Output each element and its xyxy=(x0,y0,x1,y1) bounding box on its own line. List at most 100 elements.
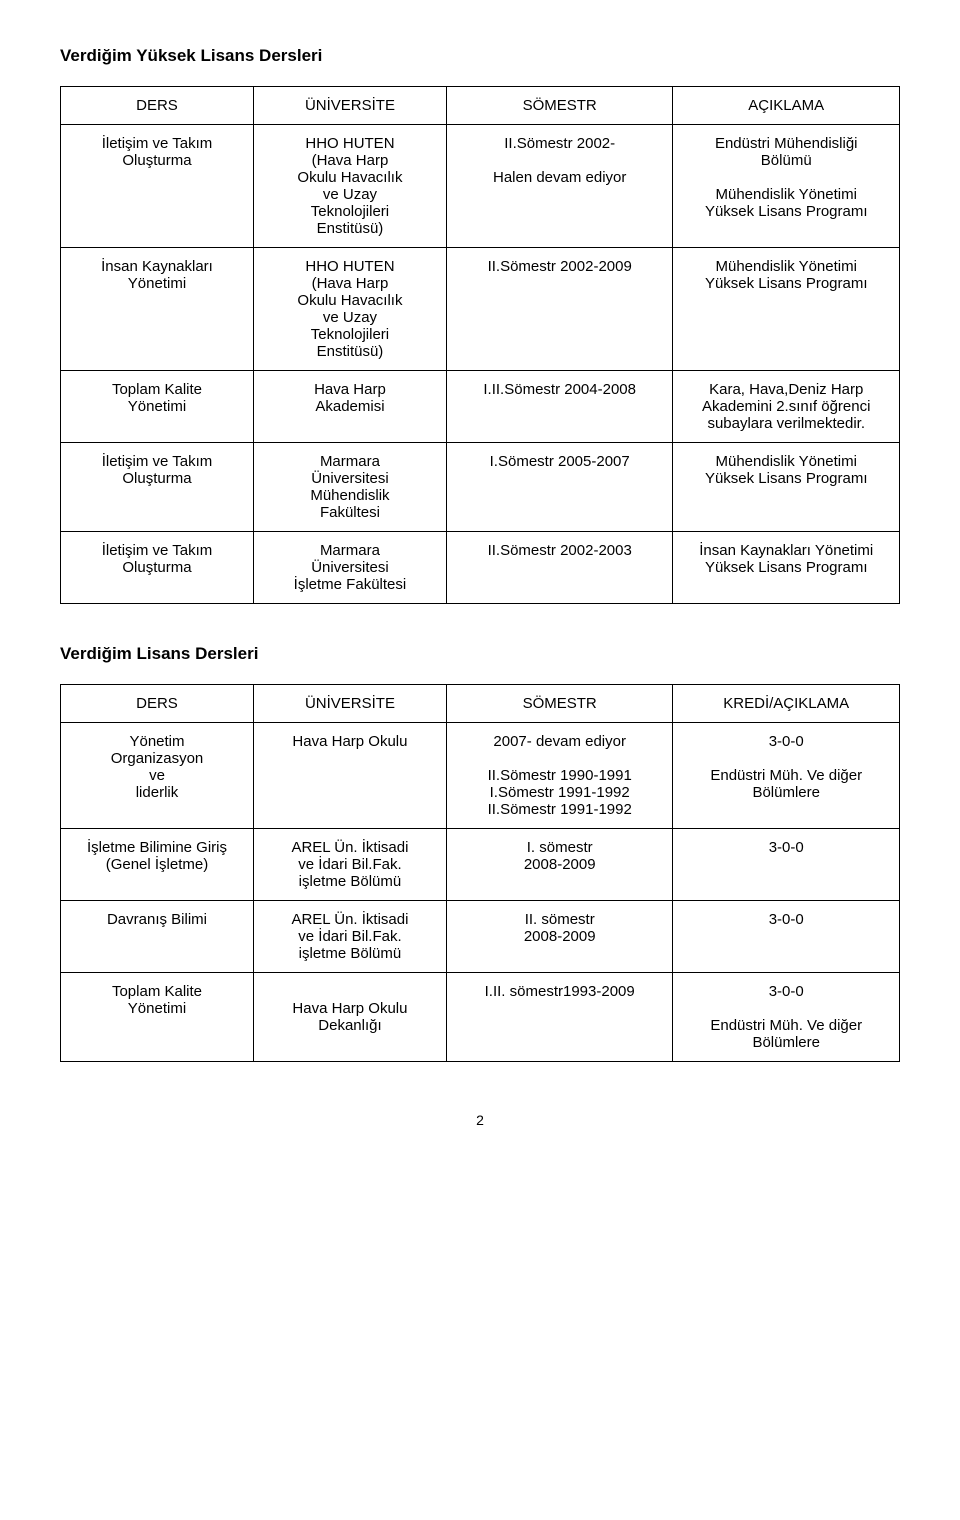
t2-r2-c2-line: 2008-2009 xyxy=(455,928,665,945)
t1-r2-c1: Hava HarpAkademisi xyxy=(253,371,446,443)
table-1-header-row: DERS ÜNİVERSİTE SÖMESTR AÇIKLAMA xyxy=(61,87,900,125)
t2-r3-c0: Toplam KaliteYönetimi xyxy=(61,973,254,1062)
table-2: DERS ÜNİVERSİTE SÖMESTR KREDİ/AÇIKLAMA Y… xyxy=(60,684,900,1062)
t2-r1-c1-line: ve İdari Bil.Fak. xyxy=(262,856,438,873)
t1-r1-c0-line: Yönetimi xyxy=(69,275,245,292)
t2-r3-c3-line xyxy=(681,1000,891,1017)
table-2-h3: KREDİ/AÇIKLAMA xyxy=(673,685,900,723)
t1-r1-c2-line: II.Sömestr 2002-2009 xyxy=(455,258,665,275)
t1-r1-c1-line: HHO HUTEN xyxy=(262,258,438,275)
t1-r0-c0-line: İletişim ve Takım xyxy=(69,135,245,152)
t2-r0-c2-line: 2007- devam ediyor xyxy=(455,733,665,750)
t1-r1-c1-line: Okulu Havacılık xyxy=(262,292,438,309)
section1-title: Verdiğim Yüksek Lisans Dersleri xyxy=(60,46,900,66)
t1-r4-c1: MarmaraÜniversitesiİşletme Fakültesi xyxy=(253,532,446,604)
t2-r2-c2: II. sömestr2008-2009 xyxy=(446,901,673,973)
t1-r4-c1-line: İşletme Fakültesi xyxy=(262,576,438,593)
t2-r1-c3: 3-0-0 xyxy=(673,829,900,901)
t2-r0-c1-line: Hava Harp Okulu xyxy=(262,733,438,750)
t1-r1-c2: II.Sömestr 2002-2009 xyxy=(446,248,673,371)
t1-r0-c0-line: Oluşturma xyxy=(69,152,245,169)
t1-r3-c0: İletişim ve TakımOluşturma xyxy=(61,443,254,532)
t2-r3-c1-line xyxy=(262,983,438,1000)
t1-r0-c2-line xyxy=(455,152,665,169)
table-row: Toplam KaliteYönetimiHava HarpAkademisiI… xyxy=(61,371,900,443)
t2-r1-c1: AREL Ün. İktisadive İdari Bil.Fak.işletm… xyxy=(253,829,446,901)
t1-r4-c3-line: Yüksek Lisans Programı xyxy=(681,559,891,576)
t1-r4-c0-line: İletişim ve Takım xyxy=(69,542,245,559)
t1-r1-c0: İnsan KaynaklarıYönetimi xyxy=(61,248,254,371)
t2-r1-c2: I. sömestr2008-2009 xyxy=(446,829,673,901)
table-row: İletişim ve TakımOluşturmaHHO HUTEN(Hava… xyxy=(61,125,900,248)
t1-r1-c1-line: Enstitüsü) xyxy=(262,343,438,360)
t1-r0-c2-line: II.Sömestr 2002- xyxy=(455,135,665,152)
t1-r0-c1-line: Enstitüsü) xyxy=(262,220,438,237)
t2-r3-c2-line: I.II. sömestr1993-2009 xyxy=(455,983,665,1000)
table-2-h1: ÜNİVERSİTE xyxy=(253,685,446,723)
t1-r3-c0-line: Oluşturma xyxy=(69,470,245,487)
t1-r3-c3-line: Yüksek Lisans Programı xyxy=(681,470,891,487)
t2-r1-c0: İşletme Bilimine Giriş(Genel İşletme) xyxy=(61,829,254,901)
t1-r0-c1-line: Okulu Havacılık xyxy=(262,169,438,186)
t2-r1-c1-line: işletme Bölümü xyxy=(262,873,438,890)
t2-r0-c3-line: Bölümlere xyxy=(681,784,891,801)
table-1-h3: AÇIKLAMA xyxy=(673,87,900,125)
t1-r2-c0: Toplam KaliteYönetimi xyxy=(61,371,254,443)
t1-r1-c1: HHO HUTEN(Hava HarpOkulu Havacılıkve Uza… xyxy=(253,248,446,371)
t2-r2-c1-line: ve İdari Bil.Fak. xyxy=(262,928,438,945)
t2-r1-c0-line: İşletme Bilimine Giriş xyxy=(69,839,245,856)
t2-r0-c3-line: Endüstri Müh. Ve diğer xyxy=(681,767,891,784)
t1-r0-c1-line: (Hava Harp xyxy=(262,152,438,169)
t1-r4-c2-line: II.Sömestr 2002-2003 xyxy=(455,542,665,559)
table-1-h1: ÜNİVERSİTE xyxy=(253,87,446,125)
t1-r2-c3-line: Kara, Hava,Deniz Harp xyxy=(681,381,891,398)
t2-r2-c1-line: AREL Ün. İktisadi xyxy=(262,911,438,928)
t1-r4-c0: İletişim ve TakımOluşturma xyxy=(61,532,254,604)
t2-r0-c1: Hava Harp Okulu xyxy=(253,723,446,829)
t2-r0-c2-line: II.Sömestr 1990-1991 xyxy=(455,767,665,784)
t1-r3-c1-line: Mühendislik xyxy=(262,487,438,504)
t2-r0-c2: 2007- devam ediyor II.Sömestr 1990-1991 I… xyxy=(446,723,673,829)
table-2-h2: SÖMESTR xyxy=(446,685,673,723)
t2-r0-c2-line xyxy=(455,750,665,767)
table-row: İşletme Bilimine Giriş(Genel İşletme)ARE… xyxy=(61,829,900,901)
t2-r0-c0: YönetimOrganizasyonveliderlik xyxy=(61,723,254,829)
t1-r2-c3-line: Akademini 2.sınıf öğrenci xyxy=(681,398,891,415)
t1-r0-c3-line: Mühendislik Yönetimi xyxy=(681,186,891,203)
t1-r0-c0: İletişim ve TakımOluşturma xyxy=(61,125,254,248)
t2-r3-c3-line: 3-0-0 xyxy=(681,983,891,1000)
t1-r3-c1-line: Üniversitesi xyxy=(262,470,438,487)
t1-r4-c3: İnsan Kaynakları YönetimiYüksek Lisans P… xyxy=(673,532,900,604)
t2-r0-c0-line: Yönetim xyxy=(69,733,245,750)
t1-r0-c1-line: ve Uzay xyxy=(262,186,438,203)
table-2-header-row: DERS ÜNİVERSİTE SÖMESTR KREDİ/AÇIKLAMA xyxy=(61,685,900,723)
t1-r3-c1: MarmaraÜniversitesiMühendislikFakültesi xyxy=(253,443,446,532)
section2-title: Verdiğim Lisans Dersleri xyxy=(60,644,900,664)
table-row: İletişim ve TakımOluşturmaMarmaraÜnivers… xyxy=(61,532,900,604)
t1-r2-c3-line: subaylara verilmektedir. xyxy=(681,415,891,432)
t2-r1-c1-line: AREL Ün. İktisadi xyxy=(262,839,438,856)
table-1-h0: DERS xyxy=(61,87,254,125)
t1-r2-c3: Kara, Hava,Deniz HarpAkademini 2.sınıf ö… xyxy=(673,371,900,443)
t2-r1-c2-line: 2008-2009 xyxy=(455,856,665,873)
t1-r1-c1-line: Teknolojileri xyxy=(262,326,438,343)
t1-r3-c0-line: İletişim ve Takım xyxy=(69,453,245,470)
table-row: İletişim ve TakımOluşturmaMarmaraÜnivers… xyxy=(61,443,900,532)
t2-r0-c3: 3-0-0 Endüstri Müh. Ve diğerBölümlere xyxy=(673,723,900,829)
t2-r2-c3-line: 3-0-0 xyxy=(681,911,891,928)
t2-r0-c0-line: liderlik xyxy=(69,784,245,801)
t2-r3-c1-line: Dekanlığı xyxy=(262,1017,438,1034)
t2-r2-c0: Davranış Bilimi xyxy=(61,901,254,973)
t1-r2-c2: I.II.Sömestr 2004-2008 xyxy=(446,371,673,443)
t1-r1-c0-line: İnsan Kaynakları xyxy=(69,258,245,275)
t2-r0-c2-line: II.Sömestr 1991-1992 xyxy=(455,801,665,818)
t2-r2-c2-line: II. sömestr xyxy=(455,911,665,928)
table-1: DERS ÜNİVERSİTE SÖMESTR AÇIKLAMA İletişi… xyxy=(60,86,900,604)
table-2-h0: DERS xyxy=(61,685,254,723)
t1-r4-c2: II.Sömestr 2002-2003 xyxy=(446,532,673,604)
t1-r0-c3-line: Yüksek Lisans Programı xyxy=(681,203,891,220)
t1-r0-c3-line: Bölümü xyxy=(681,152,891,169)
table-1-h2: SÖMESTR xyxy=(446,87,673,125)
t1-r1-c3-line: Mühendislik Yönetimi xyxy=(681,258,891,275)
t2-r1-c0-line: (Genel İşletme) xyxy=(69,856,245,873)
